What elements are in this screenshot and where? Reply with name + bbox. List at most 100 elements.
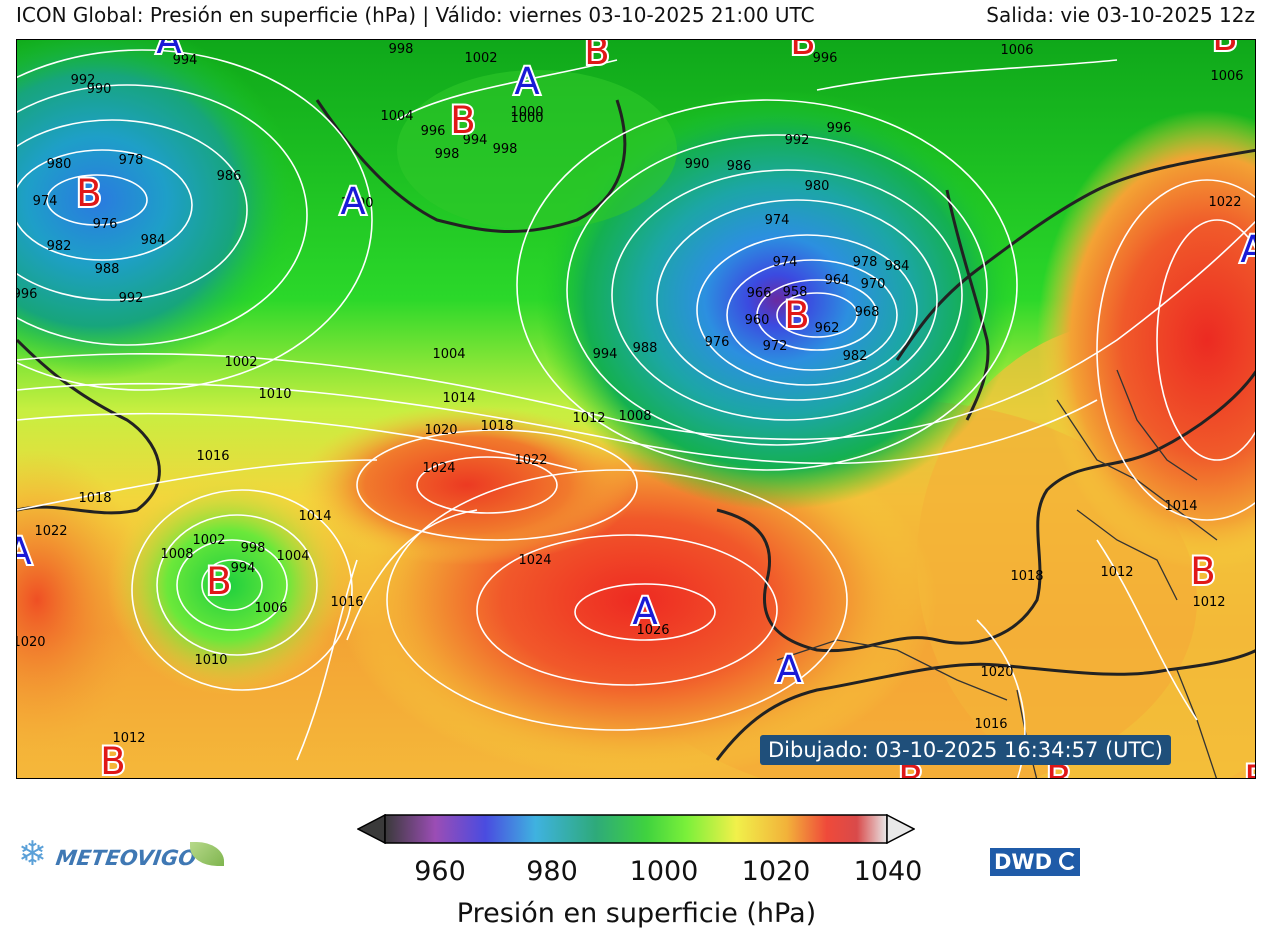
isobar-label: 996 — [17, 287, 37, 302]
coastlines — [17, 99, 1255, 761]
isobar-label: 994 — [231, 561, 256, 576]
isobar-label: 976 — [93, 217, 118, 232]
low-center-label: B — [1212, 40, 1237, 59]
isobar-label: 1004 — [432, 347, 465, 362]
colorbar-tick: 1040 — [853, 856, 923, 887]
isobar-label: 998 — [241, 541, 266, 556]
isobar-label: 1014 — [1164, 499, 1197, 514]
swirl-icon — [1059, 852, 1077, 870]
high-center-label: A — [632, 590, 657, 633]
isobar-labels: 992 990 994 998 1002 1000 996 1004 998 9… — [17, 42, 1244, 746]
colorbar-tick: 1000 — [629, 856, 699, 887]
isobar-label: 986 — [217, 169, 242, 184]
isobar-label: 964 — [825, 273, 850, 288]
colorbar-tick: 1020 — [741, 856, 811, 887]
high-center-label: A — [1240, 228, 1256, 271]
isobar-label: 1016 — [330, 595, 363, 610]
isobar-label: 992 — [71, 73, 96, 88]
isobar-label: 1020 — [980, 665, 1013, 680]
low-center-label: B — [1190, 550, 1215, 593]
isobar-label: 994 — [173, 53, 198, 68]
low-center-label: B — [76, 172, 101, 215]
isobar-label: 992 — [119, 291, 144, 306]
isobar-label: 986 — [727, 159, 752, 174]
isobar-label: 988 — [633, 341, 658, 356]
low-center-label: B — [790, 40, 815, 63]
high-center-label: A — [514, 60, 539, 103]
isobar-label: 974 — [33, 194, 58, 209]
isobar-label: 958 — [783, 285, 808, 300]
isobar-label: 1014 — [298, 509, 331, 524]
meteovigo-logo: ❄ METEOVIGO — [18, 834, 224, 878]
isobar-label: 994 — [593, 347, 618, 362]
isobar-label: 998 — [493, 142, 518, 157]
isobar-label: 1006 — [1000, 43, 1033, 58]
colorbar-ticks: 960 980 1000 1020 1040 — [0, 856, 1273, 896]
isobar-label: 1004 — [276, 549, 309, 564]
colorbar-label: Presión en superficie (hPa) — [456, 898, 817, 929]
isobar-label: 984 — [141, 233, 166, 248]
isobar-label: 974 — [773, 255, 798, 270]
drawn-timestamp: Dibujado: 03-10-2025 16:34:57 (UTC) — [760, 735, 1172, 765]
isobar-label: 968 — [855, 305, 880, 320]
isobar-label: 1008 — [618, 409, 651, 424]
high-center-label: A — [156, 40, 181, 62]
isobar-label: 970 — [861, 277, 886, 292]
isobar-label: 1012 — [1100, 565, 1133, 580]
isobar-label: 1018 — [1010, 569, 1043, 584]
pressure-field: 992 990 994 998 1002 1000 996 1004 998 9… — [17, 40, 1256, 779]
isobar-label: 996 — [421, 124, 446, 139]
isobar-label: 1012 — [1192, 595, 1225, 610]
isobar-label: 1014 — [442, 391, 475, 406]
isobar-label: 1000 — [510, 105, 543, 120]
isobar-label: 1008 — [160, 547, 193, 562]
isobar-label: 1026 — [636, 623, 669, 638]
isobar-label: 1012 — [572, 411, 605, 426]
dwd-logo-text: DWD — [994, 850, 1053, 874]
isobar-label: 1010 — [194, 653, 227, 668]
isobar-label: 966 — [747, 286, 772, 301]
isobar-label: 1000 — [510, 111, 543, 126]
isobar-label: 1002 — [192, 533, 225, 548]
colorbar-tick: 960 — [414, 856, 466, 887]
isobar-label: 996 — [813, 51, 838, 66]
isobar-label: 1018 — [78, 491, 111, 506]
high-center-label: A — [776, 648, 801, 691]
isobar-label: 980 — [805, 179, 830, 194]
dwd-logo: DWD — [990, 848, 1080, 876]
isobar-label: 998 — [389, 42, 414, 57]
isobar-label: 982 — [843, 349, 868, 364]
isobar-label: 962 — [815, 321, 840, 336]
isobar-label: 1016 — [974, 717, 1007, 732]
isobar-label: 1018 — [480, 419, 513, 434]
isobar-label: 974 — [765, 213, 790, 228]
isobar-label: 960 — [745, 313, 770, 328]
isobar-label: 972 — [763, 339, 788, 354]
run-time: Salida: vie 03-10-2025 12z — [986, 3, 1255, 27]
low-center-label: B — [1244, 758, 1256, 779]
isobar-label: 1024 — [422, 461, 455, 476]
isobar-label: 978 — [119, 153, 144, 168]
isobar-label: 988 — [95, 262, 120, 277]
isobar-label: 990 — [685, 157, 710, 172]
isobar-label: 978 — [853, 255, 878, 270]
isobar-label: 1006 — [254, 601, 287, 616]
isobar-label: 982 — [47, 239, 72, 254]
snowflake-icon: ❄ — [18, 834, 47, 874]
isobar-label: 1022 — [514, 453, 547, 468]
colorbar — [356, 813, 916, 845]
isobar-label: 1020 — [424, 423, 457, 438]
low-center-label: B — [584, 40, 609, 73]
isobar-label: 996 — [827, 121, 852, 136]
map-title: ICON Global: Presión en superficie (hPa)… — [16, 3, 815, 27]
isobar-label: 1004 — [380, 109, 413, 124]
isobar-label: 994 — [463, 133, 488, 148]
isobar-label: 1024 — [518, 553, 551, 568]
isobar-label: 976 — [705, 335, 730, 350]
isobar-label: 1016 — [196, 449, 229, 464]
low-center-label: B — [784, 294, 809, 337]
isobars — [17, 49, 1255, 778]
pressure-map: 992 990 994 998 1002 1000 996 1004 998 9… — [16, 39, 1256, 779]
high-center-label: A — [340, 180, 365, 223]
isobar-label: 1022 — [34, 524, 67, 539]
